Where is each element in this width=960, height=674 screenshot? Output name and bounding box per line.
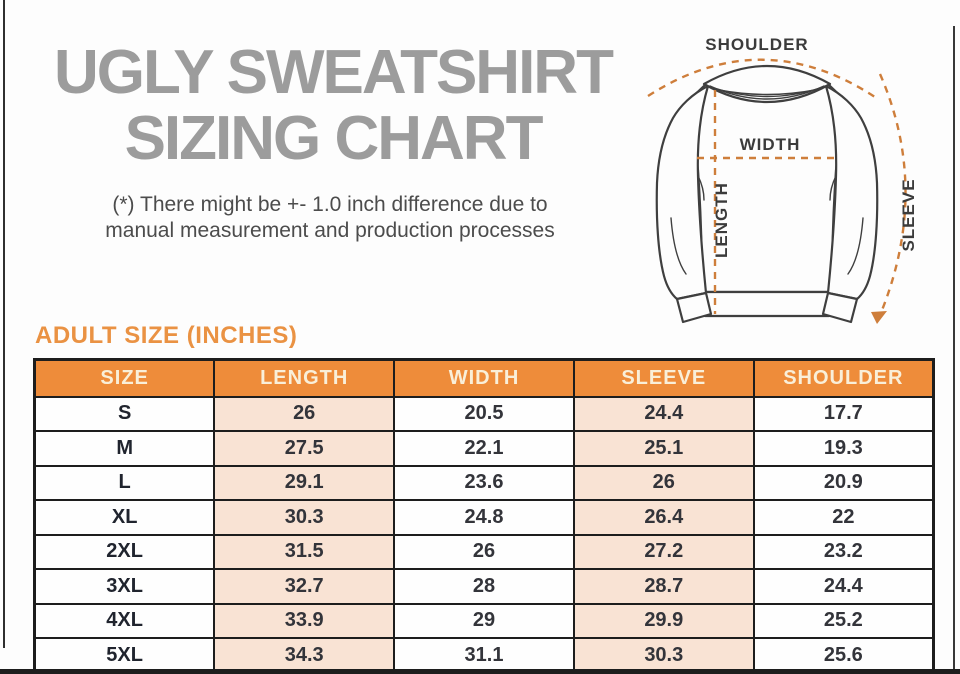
value-cell: 32.7 xyxy=(213,568,396,605)
value-cell: 30.3 xyxy=(572,637,755,674)
title-line-1: UGLY SWEATSHIRT xyxy=(54,38,614,107)
value-cell: 26 xyxy=(213,395,396,432)
size-cell: M xyxy=(33,430,216,467)
value-cell: 29.9 xyxy=(572,602,755,639)
value-cell: 33.9 xyxy=(213,602,396,639)
value-cell: 29.1 xyxy=(213,464,396,501)
value-cell: 20.9 xyxy=(752,464,935,501)
disclaimer-line-2: manual measurement and production proces… xyxy=(105,219,555,242)
value-cell: 26 xyxy=(393,533,575,570)
value-cell: 31.1 xyxy=(393,637,575,674)
sleeve-arrowhead-icon xyxy=(871,311,887,324)
photo-edge-right xyxy=(953,26,955,674)
value-cell: 28 xyxy=(393,568,575,605)
size-cell: L xyxy=(33,464,216,501)
measurement-disclaimer: (*) There might be +- 1.0 inch differenc… xyxy=(20,192,640,244)
page-title: UGLY SWEATSHIRT SIZING CHART xyxy=(16,40,650,172)
size-cell: 2XL xyxy=(33,533,216,570)
column-header-width: WIDTH xyxy=(393,358,575,398)
value-cell: 24.8 xyxy=(393,499,575,536)
shoulder-label: SHOULDER xyxy=(705,35,808,54)
size-cell: 3XL xyxy=(33,568,216,605)
value-cell: 28.7 xyxy=(572,568,755,605)
value-cell: 25.6 xyxy=(752,637,935,674)
title-line-2: SIZING CHART xyxy=(124,104,544,173)
value-cell: 17.7 xyxy=(752,395,935,432)
sweatshirt-outline-icon xyxy=(655,64,879,324)
photo-edge-bottom xyxy=(0,669,960,674)
photo-edge-left xyxy=(3,0,5,648)
value-cell: 23.2 xyxy=(752,533,935,570)
sleeve-label: SLEEVE xyxy=(899,178,918,251)
header-row: SIZE LENGTH WIDTH SLEEVE SHOULDER xyxy=(33,358,935,398)
value-cell: 29 xyxy=(393,602,575,639)
value-cell: 25.2 xyxy=(752,602,935,639)
value-cell: 25.1 xyxy=(572,430,755,467)
value-cell: 34.3 xyxy=(213,637,396,674)
value-cell: 22 xyxy=(752,499,935,536)
width-label: WIDTH xyxy=(740,135,801,154)
column-header-size: SIZE xyxy=(33,358,216,398)
value-cell: 24.4 xyxy=(752,568,935,605)
size-cell: 4XL xyxy=(33,602,216,639)
size-chart-table: SIZE LENGTH WIDTH SLEEVE SHOULDER S 26 20.5 24.… xyxy=(33,358,935,674)
table-row: 3XL 32.7 28 28.7 24.4 xyxy=(33,568,935,605)
table-row: S 26 20.5 24.4 17.7 xyxy=(33,395,935,432)
value-cell: 19.3 xyxy=(752,430,935,467)
value-cell: 26 xyxy=(572,464,755,501)
table-row: XL 30.3 24.8 26.4 22 xyxy=(33,499,935,536)
value-cell: 24.4 xyxy=(572,395,755,432)
column-header-shoulder: SHOULDER xyxy=(752,358,935,398)
disclaimer-line-1: (*) There might be +- 1.0 inch differenc… xyxy=(112,193,548,216)
table-row: 4XL 33.9 29 29.9 25.2 xyxy=(33,602,935,639)
length-label: LENGTH xyxy=(712,182,731,258)
table-row: L 29.1 23.6 26 20.9 xyxy=(33,464,935,501)
size-chart-table-body: S 26 20.5 24.4 17.7 M 27.5 22.1 25.1 19.3 L 29.1 23.… xyxy=(33,395,935,674)
value-cell: 23.6 xyxy=(393,464,575,501)
column-header-length: LENGTH xyxy=(213,358,396,398)
sleeve-measure-line xyxy=(876,73,907,321)
value-cell: 22.1 xyxy=(393,430,575,467)
value-cell: 27.2 xyxy=(572,533,755,570)
table-row: 2XL 31.5 26 27.2 23.2 xyxy=(33,533,935,570)
value-cell: 27.5 xyxy=(213,430,396,467)
value-cell: 26.4 xyxy=(572,499,755,536)
measurement-guides xyxy=(647,58,907,321)
value-cell: 30.3 xyxy=(213,499,396,536)
size-cell: 5XL xyxy=(33,637,216,674)
sweatshirt-measurement-diagram: SHOULDER WIDTH LENGTH SLEEVE xyxy=(647,35,918,324)
size-cell: XL xyxy=(33,499,216,536)
shoulder-measure-line xyxy=(647,58,879,100)
adult-size-heading: ADULT SIZE (INCHES) xyxy=(35,322,298,349)
value-cell: 20.5 xyxy=(393,395,575,432)
size-cell: S xyxy=(33,395,216,432)
table-row: M 27.5 22.1 25.1 19.3 xyxy=(33,430,935,467)
table-row: 5XL 34.3 31.1 30.3 25.6 xyxy=(33,637,935,674)
size-chart-table-header: SIZE LENGTH WIDTH SLEEVE SHOULDER xyxy=(33,358,935,398)
value-cell: 31.5 xyxy=(213,533,396,570)
column-header-sleeve: SLEEVE xyxy=(572,358,755,398)
